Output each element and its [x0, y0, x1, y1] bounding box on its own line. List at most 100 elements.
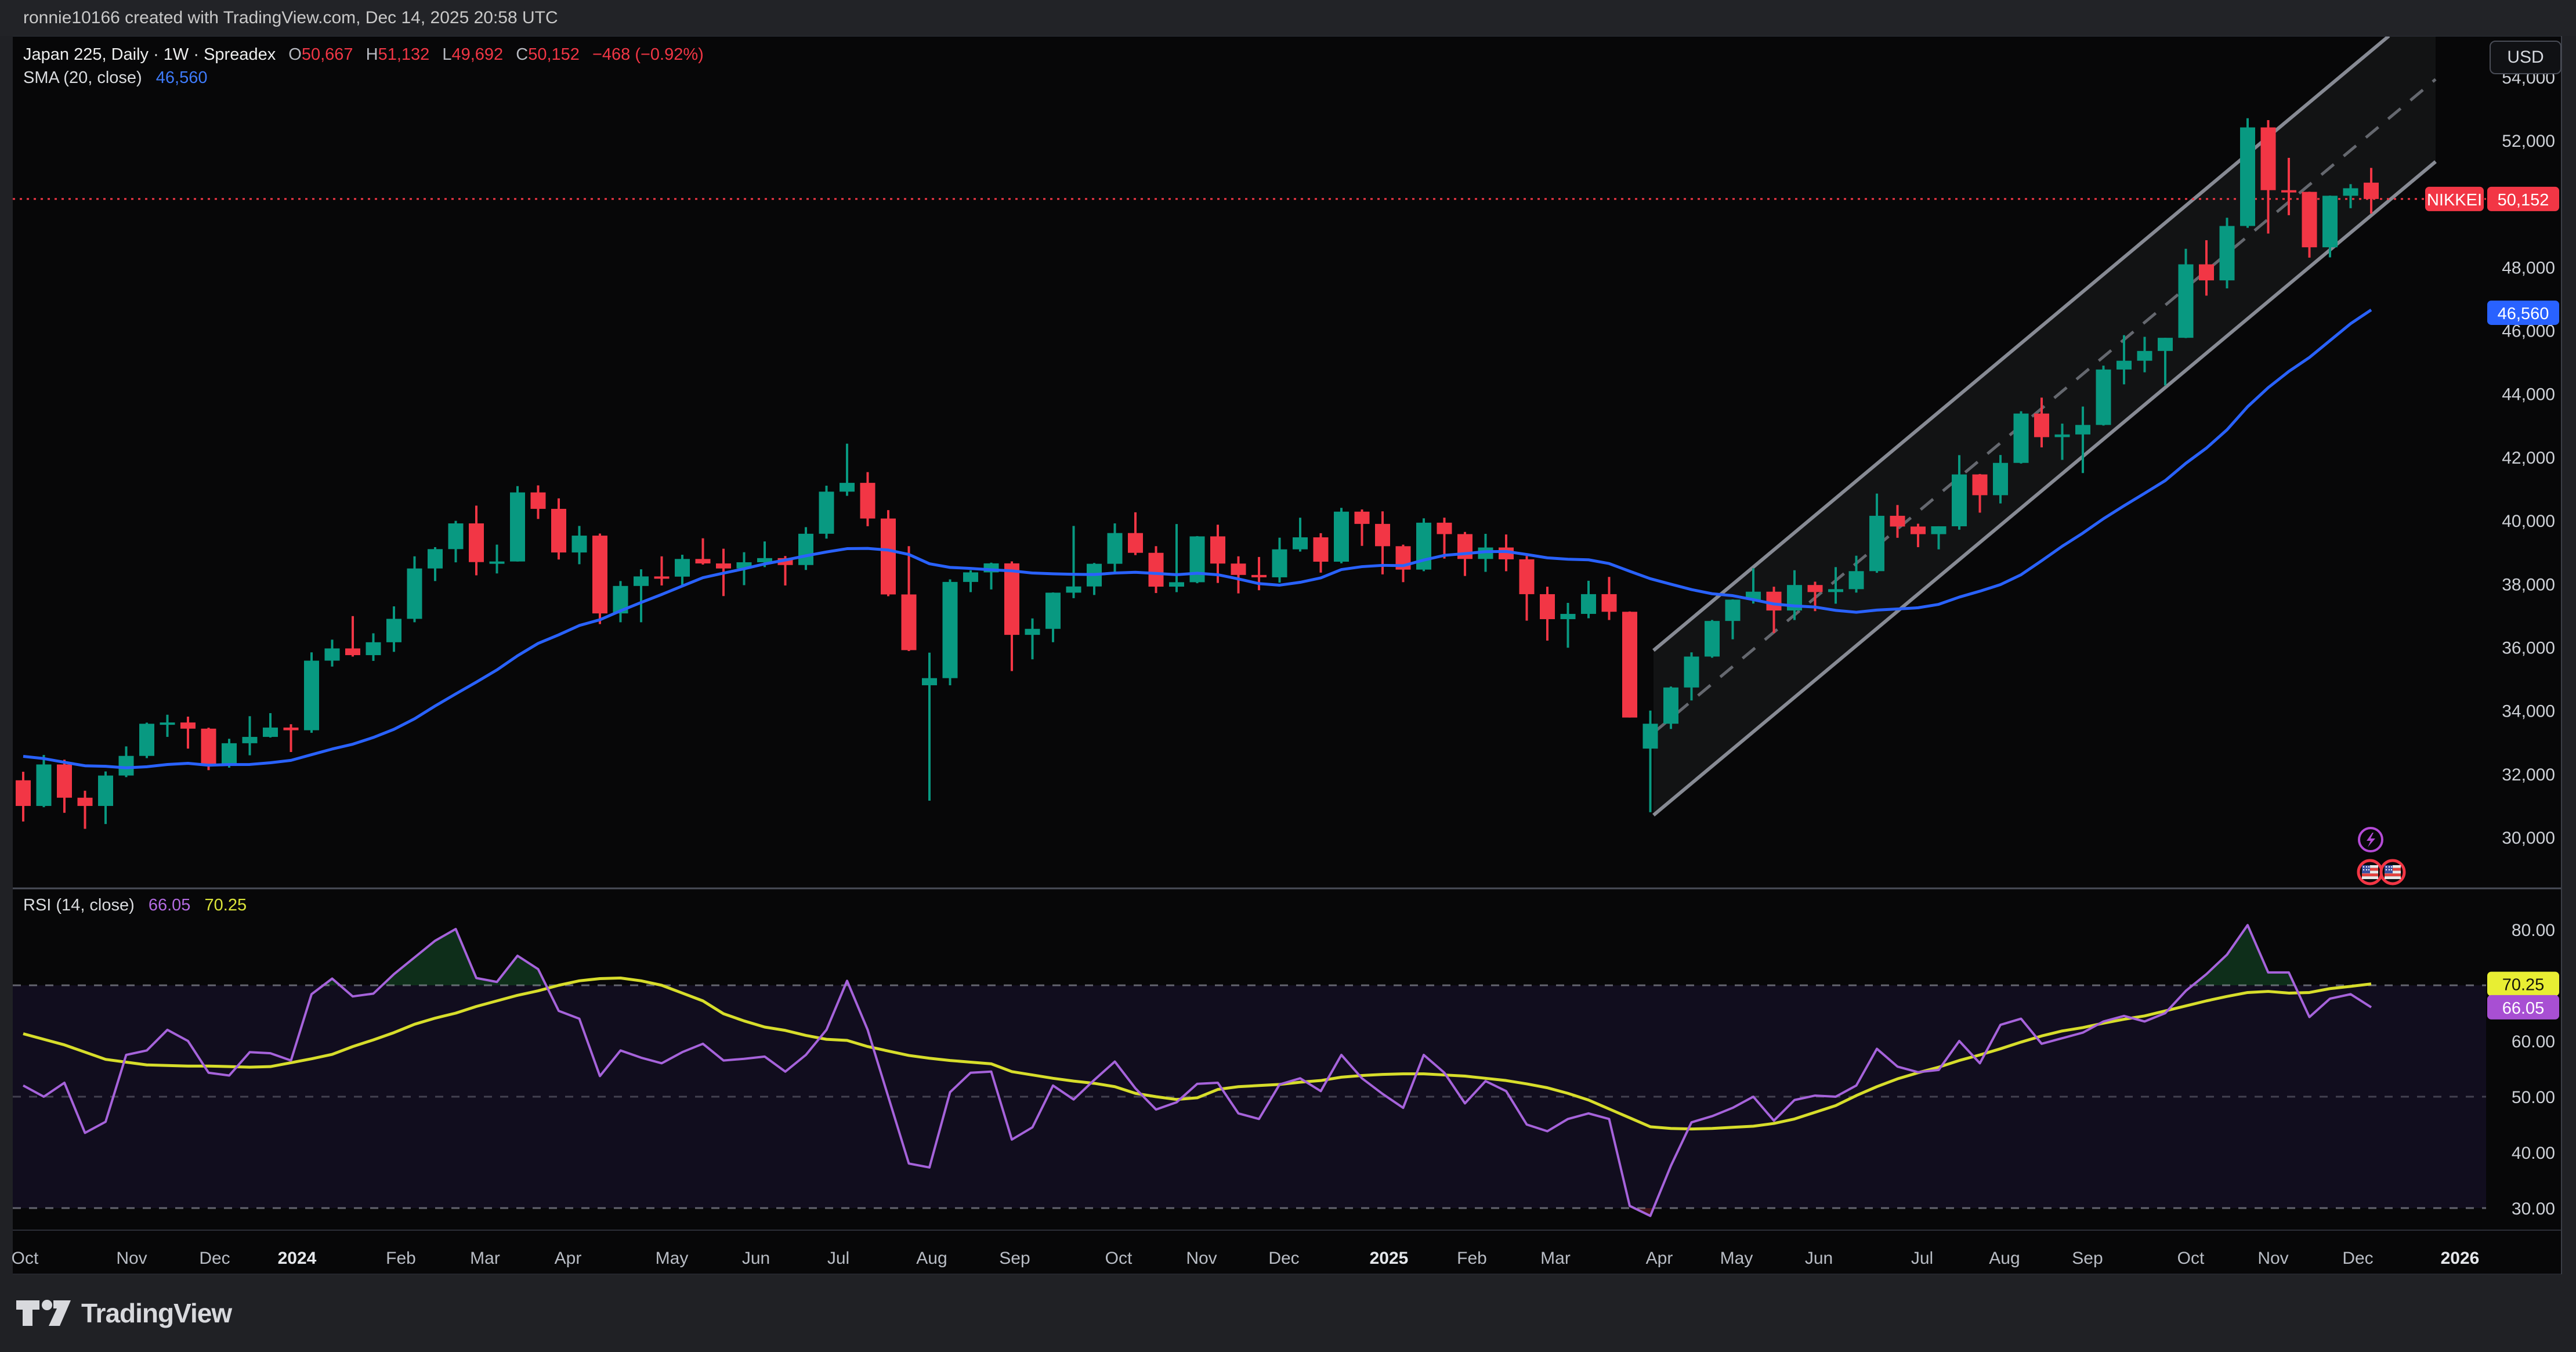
candle-body — [757, 558, 772, 562]
candle-body — [98, 775, 113, 806]
time-axis-label: Nov — [2257, 1249, 2288, 1268]
candle-body — [345, 648, 360, 656]
candle-body — [1437, 522, 1452, 534]
candle-body — [1540, 594, 1555, 620]
candle-body — [1025, 628, 1040, 635]
candle-body — [922, 678, 937, 685]
candle-body — [2137, 350, 2152, 361]
candle-body — [1642, 724, 1658, 749]
candle-body — [1560, 613, 1576, 620]
open-label: O — [288, 45, 302, 64]
candle-body — [942, 581, 958, 678]
us-flag-icon-2[interactable] — [2379, 859, 2406, 885]
rsi-overbought-fill — [2193, 925, 2295, 985]
candle-body — [428, 549, 443, 569]
price-tick-label: 40,000 — [2502, 512, 2555, 531]
rsi-value-tag-text: 66.05 — [2502, 999, 2545, 1018]
rsi-value-tag[interactable] — [2487, 995, 2559, 1020]
candle-body — [736, 562, 752, 569]
price-tick-label: 42,000 — [2502, 449, 2555, 468]
time-axis-label: Sep — [2072, 1249, 2103, 1268]
candle-body — [1045, 592, 1061, 629]
candle-body — [1272, 549, 1287, 577]
price-tick-label: 44,000 — [2502, 385, 2555, 404]
candle-body — [1911, 526, 1926, 534]
candle-body — [1519, 559, 1535, 594]
time-axis-label: May — [1720, 1249, 1753, 1268]
candle-body — [840, 483, 855, 492]
candle-body — [1128, 533, 1143, 553]
price-tick-label: 30,000 — [2502, 829, 2555, 848]
time-axis-label: Aug — [916, 1249, 947, 1268]
candle-body — [1313, 537, 1329, 562]
tradingview-brand[interactable]: TradingView — [81, 1298, 232, 1328]
time-axis-label: Jun — [742, 1249, 770, 1268]
candle-body — [304, 660, 319, 731]
candle-body — [592, 536, 607, 614]
currency-button[interactable]: USD — [2490, 41, 2561, 74]
time-axis-label: Oct — [1105, 1249, 1133, 1268]
symbol-tag[interactable] — [2425, 186, 2484, 211]
candle-body — [1972, 474, 1988, 496]
channel-middle-line[interactable] — [1652, 78, 2437, 734]
candle-body — [2096, 369, 2111, 425]
candle-body — [1869, 515, 1884, 572]
lightning-icon[interactable] — [2358, 827, 2383, 852]
close-label: C — [516, 45, 529, 64]
channel-lower-line[interactable] — [1652, 160, 2437, 817]
candle-body — [819, 491, 834, 534]
candle-body — [77, 797, 93, 806]
candle-body — [36, 764, 52, 806]
candle-body — [716, 563, 731, 569]
candle-body — [2034, 413, 2049, 438]
time-axis-label: Aug — [1989, 1249, 2020, 1268]
candle-body — [2240, 127, 2255, 226]
time-axis-label: Feb — [1457, 1249, 1487, 1268]
time-axis-label: Dec — [199, 1249, 230, 1268]
time-axis-label: Sep — [999, 1249, 1030, 1268]
time-axis-label: Nov — [116, 1249, 147, 1268]
open-value: 50,667 — [301, 45, 353, 64]
us-flag-icon[interactable] — [2357, 859, 2383, 885]
candle-body — [551, 508, 566, 553]
candle-body — [634, 576, 649, 586]
rsi-line[interactable] — [23, 924, 2372, 1217]
candle-body — [2281, 190, 2296, 193]
rsi-overbought-fill — [382, 929, 547, 985]
candle-body — [2178, 264, 2194, 338]
candle-body — [1952, 474, 1967, 526]
last-price-tag[interactable] — [2487, 186, 2559, 211]
sma-line[interactable] — [23, 308, 2372, 769]
sma-label[interactable]: SMA (20, close) — [23, 68, 142, 87]
candle-body — [1931, 526, 1947, 534]
rsi-ma-tag-text: 70.25 — [2502, 976, 2545, 995]
rsi-tick-label: 60.00 — [2512, 1032, 2555, 1051]
time-axis-label: Jun — [1805, 1249, 1833, 1268]
symbol-title[interactable]: Japan 225, Daily · 1W · Spreadex — [23, 45, 276, 64]
candle-body — [16, 780, 31, 806]
price-tick-label: 34,000 — [2502, 702, 2555, 721]
candle-body — [510, 492, 525, 562]
candle-body — [695, 559, 711, 564]
rsi-ma-tag[interactable] — [2487, 971, 2559, 996]
rsi-label[interactable]: RSI (14, close) — [23, 896, 135, 914]
rsi-legend[interactable]: RSI (14, close) 66.05 70.25 — [23, 896, 247, 915]
rsi-tick-label: 30.00 — [2512, 1199, 2555, 1219]
candle-body — [386, 619, 401, 642]
time-axis-label: Mar — [470, 1249, 500, 1268]
sma-value-tag[interactable] — [2487, 300, 2559, 325]
candle-body — [860, 483, 875, 519]
time-axis-label: May — [656, 1249, 689, 1268]
candle-body — [2219, 226, 2235, 281]
time-axis-label: 2025 — [1370, 1249, 1409, 1268]
candle-body — [571, 536, 587, 553]
main-legend[interactable]: Japan 225, Daily · 1W · Spreadex O50,667… — [23, 43, 704, 89]
low-label: L — [442, 45, 452, 64]
candle-body — [1148, 552, 1164, 587]
price-tick-label: 36,000 — [2502, 638, 2555, 657]
rsi-ma-line[interactable] — [23, 977, 2372, 1131]
candle-body — [798, 533, 813, 565]
tradingview-logo-icon[interactable] — [15, 1296, 73, 1331]
candle-body — [1766, 591, 1782, 611]
